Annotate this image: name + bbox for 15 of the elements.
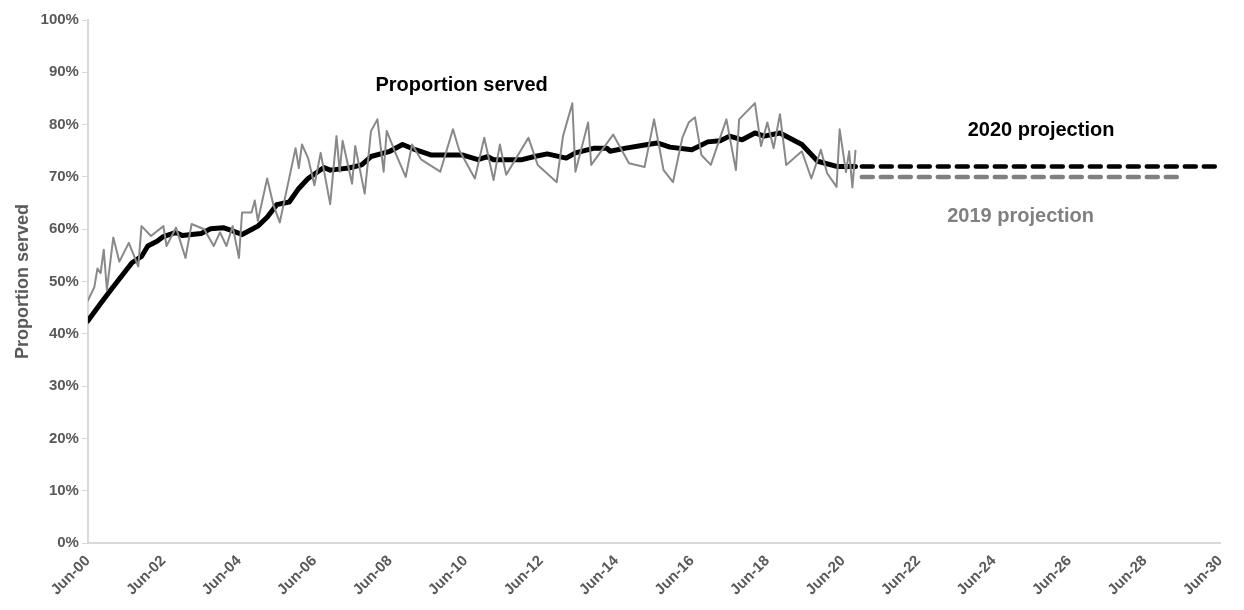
y-axis-title: Proportion served	[11, 204, 32, 360]
y-tick-label: 80%	[48, 114, 79, 132]
y-tick-label: 70%	[48, 167, 79, 185]
y-tick-label: 90%	[48, 62, 79, 80]
y-tick-label: 40%	[48, 323, 79, 341]
y-tick-label: 60%	[48, 219, 79, 237]
y-tick-label: 100%	[40, 10, 79, 28]
y-tick-label: 20%	[48, 428, 79, 446]
y-tick-label: 0%	[57, 533, 79, 551]
annotation: Proportion served	[375, 72, 548, 95]
y-tick-label: 10%	[48, 480, 79, 498]
y-tick-label: 30%	[48, 376, 79, 394]
series-label: 2020 projection	[967, 117, 1115, 140]
series-label: 2019 projection	[947, 204, 1094, 227]
y-tick-label: 50%	[48, 271, 79, 289]
